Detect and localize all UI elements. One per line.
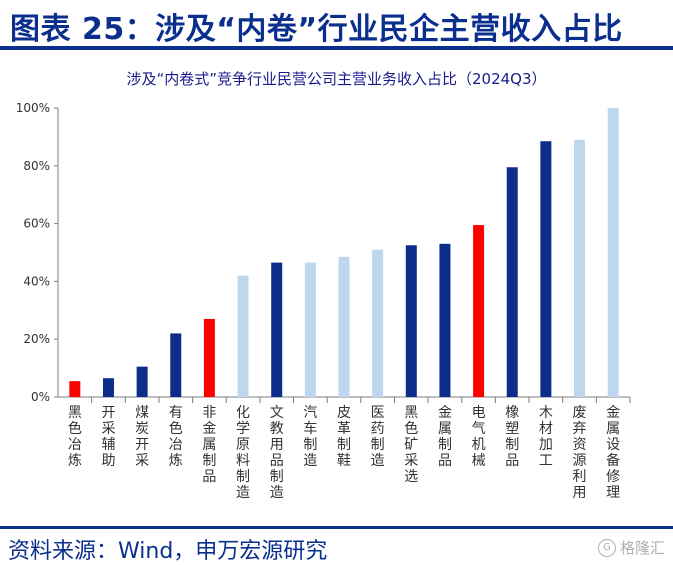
header-divider bbox=[0, 46, 673, 50]
bar bbox=[338, 256, 350, 397]
x-tick-label: 金属设备修理 bbox=[606, 405, 620, 501]
bar bbox=[304, 262, 316, 397]
y-tick-label: 80% bbox=[23, 159, 50, 173]
bar bbox=[473, 225, 485, 397]
x-tick-label: 废弃资源利用 bbox=[573, 405, 587, 501]
x-tick-label: 黑色冶炼 bbox=[68, 405, 82, 469]
bar bbox=[136, 366, 148, 397]
x-tick-label: 电气机械 bbox=[472, 405, 486, 469]
x-tick-label: 橡塑制品 bbox=[505, 405, 519, 469]
bar bbox=[170, 333, 182, 397]
x-tick-label: 黑色矿采选 bbox=[404, 405, 418, 485]
x-tick-label: 皮革制鞋 bbox=[337, 405, 351, 469]
x-tick-label: 文教用品制造 bbox=[270, 405, 284, 501]
source-note: 资料来源：Wind，申万宏源研究 bbox=[8, 539, 328, 564]
bar bbox=[237, 275, 249, 397]
x-tick-label: 有色冶炼 bbox=[169, 405, 183, 469]
bar bbox=[506, 167, 518, 397]
x-tick-label: 汽车制造 bbox=[303, 405, 317, 469]
bar bbox=[607, 108, 619, 397]
x-tick-label: 木材加工 bbox=[539, 405, 553, 469]
y-tick-label: 40% bbox=[23, 274, 50, 288]
footer-divider bbox=[0, 526, 673, 529]
bar bbox=[271, 262, 283, 397]
bar bbox=[69, 381, 81, 397]
y-tick-label: 60% bbox=[23, 217, 50, 231]
x-tick-label: 开采辅助 bbox=[101, 405, 115, 469]
bar bbox=[540, 141, 552, 397]
bar bbox=[372, 249, 384, 397]
bar bbox=[574, 139, 586, 398]
bar bbox=[405, 245, 417, 397]
x-tick-label: 医药制造 bbox=[371, 405, 385, 469]
x-tick-label: 非金属制品 bbox=[202, 405, 216, 485]
bar bbox=[203, 318, 215, 397]
bar bbox=[439, 243, 451, 397]
watermark-text: 格隆汇 bbox=[619, 539, 665, 557]
watermark-logo-icon: G bbox=[597, 538, 616, 557]
figure-title: 图表 25：涉及“内卷”行业民企主营收入占比 bbox=[10, 12, 623, 47]
y-tick-label: 0% bbox=[31, 390, 50, 404]
bar bbox=[102, 378, 114, 397]
y-tick-label: 100% bbox=[16, 101, 50, 115]
y-tick-label: 20% bbox=[23, 332, 50, 346]
x-tick-label: 化学原料制造 bbox=[236, 405, 250, 501]
x-tick-label: 金属制品 bbox=[438, 405, 452, 469]
x-tick-label: 煤炭开采 bbox=[135, 405, 149, 469]
watermark: G 格隆汇 bbox=[597, 537, 665, 558]
chart-title: 涉及“内卷式”竞争行业民营公司主营业务收入占比（2024Q3） bbox=[126, 70, 547, 88]
report-header: 图表 25：涉及“内卷”行业民企主营收入占比 bbox=[0, 0, 673, 50]
